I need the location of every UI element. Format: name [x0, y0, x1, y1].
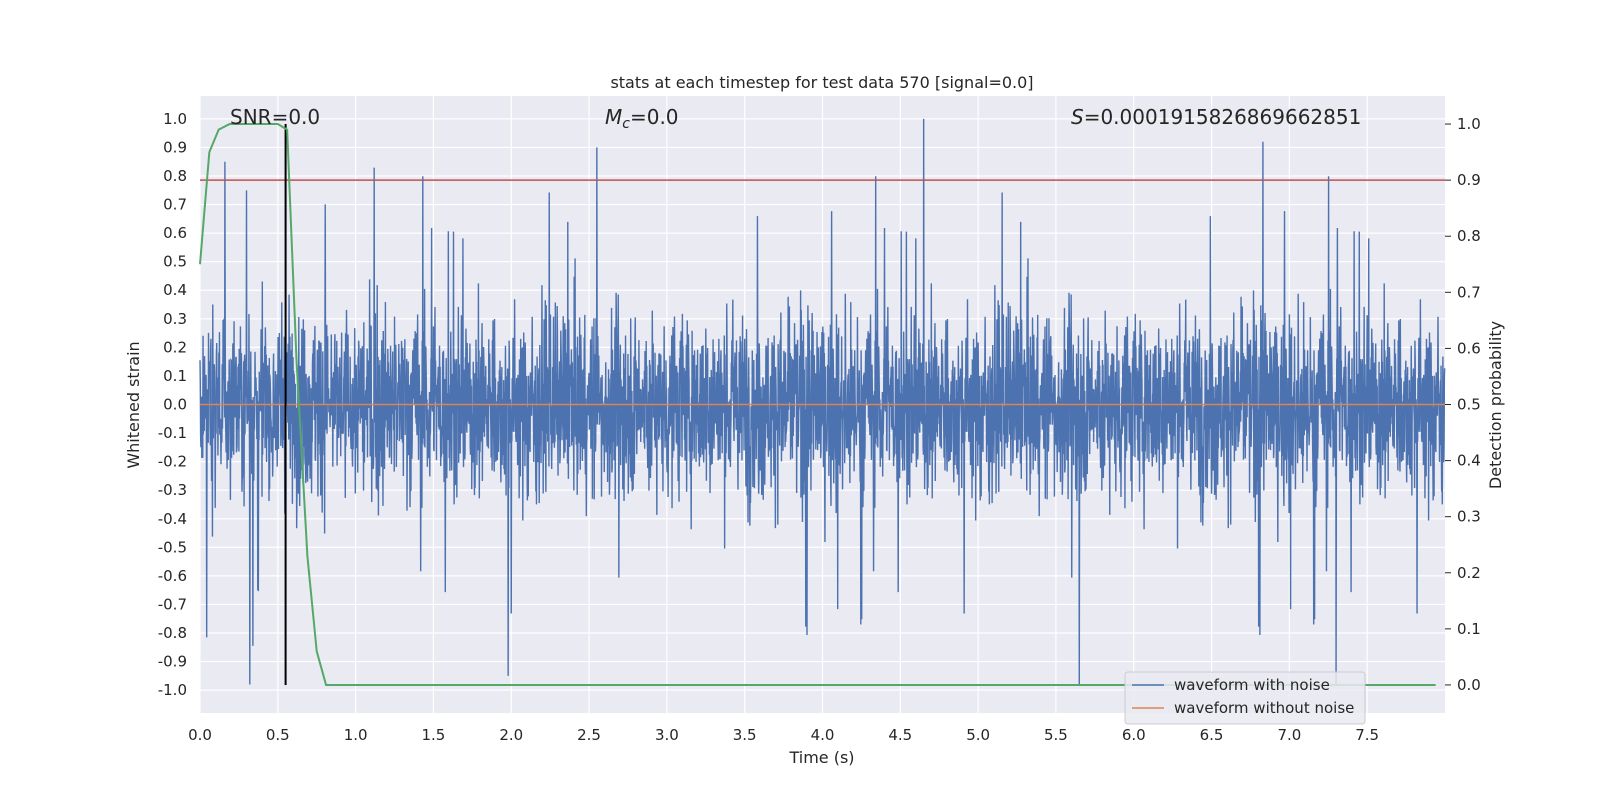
left-y-tick-label: 0.8 — [163, 167, 187, 185]
left-y-axis-label: Whitened strain — [124, 341, 143, 468]
x-tick-label: 4.0 — [811, 726, 835, 744]
right-y-axis-label: Detection probability — [1486, 321, 1505, 489]
x-tick-label: 5.0 — [966, 726, 990, 744]
x-tick-label: 0.0 — [188, 726, 212, 744]
x-tick-label: 2.5 — [577, 726, 601, 744]
left-y-tick-label: 0.6 — [163, 224, 187, 242]
x-tick-label: 1.0 — [344, 726, 368, 744]
right-y-tick-label: 0.8 — [1457, 227, 1481, 245]
left-y-tick-label: 0.3 — [163, 310, 187, 328]
left-y-tick-label: -0.3 — [158, 481, 187, 499]
mc-symbol: M — [605, 105, 622, 129]
snr-annotation: SNR=0.0 — [230, 105, 320, 129]
right-y-tick-label: 0.0 — [1457, 676, 1481, 694]
left-y-tick-label: 0.2 — [163, 338, 187, 356]
series-detection-probability — [199, 123, 1436, 686]
chart-title: stats at each timestep for test data 570… — [610, 73, 1033, 92]
x-axis-label: Time (s) — [788, 748, 854, 767]
right-y-tick-label: 0.3 — [1457, 508, 1481, 526]
right-y-axis-ticks: 1.0 0.9 0.8 0.7 0.6 0.5 0.4 0.3 0.2 0.1 0.0 — [1445, 115, 1481, 694]
x-tick-label: 7.0 — [1277, 726, 1301, 744]
s-symbol: S — [1071, 105, 1084, 129]
left-y-tick-label: 0.4 — [163, 281, 187, 299]
left-y-tick-label: 0.9 — [163, 138, 187, 156]
left-y-axis-ticks: 1.0 0.9 0.8 0.7 0.6 0.5 0.4 0.3 0.2 0.1 0.0 -0.1 -0.… — [158, 110, 187, 699]
x-tick-label: 7.5 — [1355, 726, 1379, 744]
legend-label-waveform-with-noise: waveform with noise — [1174, 676, 1330, 694]
right-y-tick-label: 1.0 — [1457, 115, 1481, 133]
x-tick-label: 5.5 — [1044, 726, 1068, 744]
x-tick-label: 2.0 — [499, 726, 523, 744]
left-y-tick-label: 0.5 — [163, 253, 187, 271]
right-y-tick-label: 0.2 — [1457, 564, 1481, 582]
x-tick-label: 3.5 — [733, 726, 757, 744]
series-waveform-with-noise — [199, 118, 1446, 685]
snr-name: SNR — [230, 105, 272, 129]
left-y-tick-label: 0.7 — [163, 196, 187, 214]
left-y-tick-label: -0.8 — [158, 624, 187, 642]
left-y-tick-label: 0.0 — [163, 396, 187, 414]
left-y-tick-label: -0.6 — [158, 567, 187, 585]
legend-box — [1124, 671, 1366, 725]
legend: waveform with noise waveform without noi… — [1124, 671, 1366, 725]
right-y-tick-label: 0.4 — [1457, 452, 1481, 470]
left-y-tick-label: -0.2 — [158, 453, 187, 471]
right-y-tick-label: 0.6 — [1457, 339, 1481, 357]
waveform-with-noise-line — [199, 118, 1446, 685]
x-tick-label: 0.5 — [266, 726, 290, 744]
x-tick-label: 6.5 — [1200, 726, 1224, 744]
right-y-tick-label: 0.9 — [1457, 171, 1481, 189]
right-y-tick-label: 0.5 — [1457, 396, 1481, 414]
x-tick-label: 4.5 — [888, 726, 912, 744]
left-y-tick-label: 0.1 — [163, 367, 187, 385]
right-y-tick-label: 0.1 — [1457, 620, 1481, 638]
s-value: =0.0001915826869662851 — [1084, 105, 1362, 129]
right-y-tick-label: 0.7 — [1457, 283, 1481, 301]
x-tick-label: 3.0 — [655, 726, 679, 744]
left-y-tick-label: -0.1 — [158, 424, 187, 442]
x-axis-ticks: 0.0 0.5 1.0 1.5 2.0 2.5 3.0 3.5 4.0 4.5 5.0 5.5 6.0 6… — [188, 726, 1379, 744]
mc-subscript: c — [622, 116, 630, 132]
left-y-tick-label: -0.7 — [158, 595, 187, 613]
mc-value: =0.0 — [630, 105, 679, 129]
x-tick-label: 6.0 — [1122, 726, 1146, 744]
snr-value: =0.0 — [272, 105, 321, 129]
s-annotation: S=0.0001915826869662851 — [1071, 105, 1361, 129]
chirp-mass-annotation: Mc=0.0 — [605, 105, 679, 132]
left-y-tick-label: -0.5 — [158, 538, 187, 556]
detection-probability-line — [199, 123, 1436, 686]
legend-label-waveform-without-noise: waveform without noise — [1174, 699, 1354, 717]
left-y-tick-label: 1.0 — [163, 110, 187, 128]
left-y-tick-label: -0.4 — [158, 510, 187, 528]
left-y-tick-label: -1.0 — [158, 681, 187, 699]
left-y-tick-label: -0.9 — [158, 653, 187, 671]
x-tick-label: 1.5 — [422, 726, 446, 744]
